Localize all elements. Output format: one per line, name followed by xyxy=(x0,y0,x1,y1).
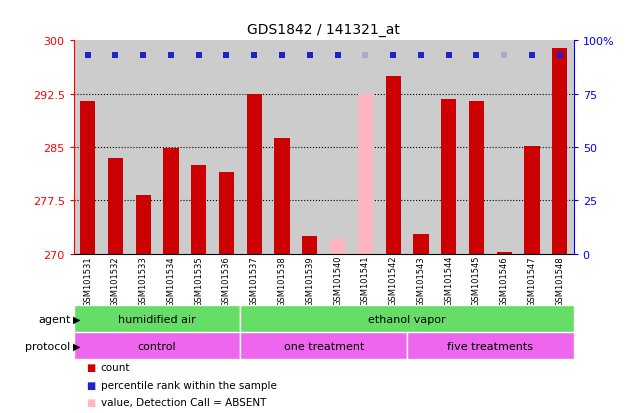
Bar xyxy=(163,149,179,254)
Text: one treatment: one treatment xyxy=(283,341,364,351)
Bar xyxy=(302,236,317,254)
Bar xyxy=(497,253,512,254)
Bar xyxy=(80,102,96,254)
Text: five treatments: five treatments xyxy=(447,341,533,351)
Bar xyxy=(135,196,151,254)
Bar xyxy=(247,95,262,254)
Bar xyxy=(219,173,234,254)
Bar xyxy=(74,332,240,359)
Bar xyxy=(191,165,206,254)
Text: protocol: protocol xyxy=(25,341,71,351)
Text: count: count xyxy=(101,363,130,373)
Bar xyxy=(108,158,123,254)
Bar xyxy=(240,332,407,359)
Bar xyxy=(240,306,574,332)
Text: ▶: ▶ xyxy=(73,314,81,324)
Bar xyxy=(330,240,345,254)
Bar xyxy=(469,102,484,254)
Bar xyxy=(74,306,240,332)
Bar xyxy=(407,332,574,359)
Bar xyxy=(358,95,373,254)
Bar xyxy=(552,48,567,254)
Text: ■: ■ xyxy=(87,380,96,390)
Text: value, Detection Call = ABSENT: value, Detection Call = ABSENT xyxy=(101,397,266,407)
Bar xyxy=(524,146,540,254)
Text: percentile rank within the sample: percentile rank within the sample xyxy=(101,380,276,390)
Text: agent: agent xyxy=(38,314,71,324)
Text: ethanol vapor: ethanol vapor xyxy=(368,314,446,324)
Text: GDS1842 / 141321_at: GDS1842 / 141321_at xyxy=(247,23,400,37)
Text: control: control xyxy=(138,341,176,351)
Text: humidified air: humidified air xyxy=(118,314,196,324)
Bar xyxy=(413,235,429,254)
Bar xyxy=(274,138,290,254)
Text: ▶: ▶ xyxy=(73,341,81,351)
Bar xyxy=(385,77,401,254)
Text: ■: ■ xyxy=(87,397,96,407)
Bar xyxy=(441,100,456,254)
Text: ■: ■ xyxy=(87,363,96,373)
